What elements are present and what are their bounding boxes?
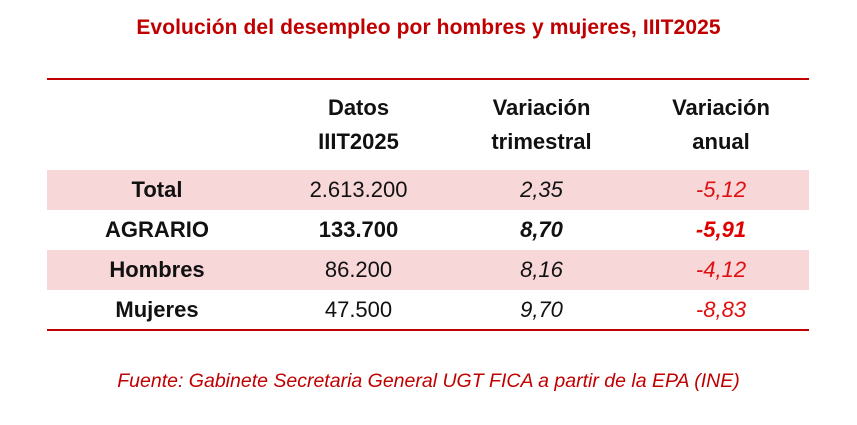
row-trimestral: 8,16: [520, 257, 563, 282]
table-header-row: Datos IIIT2025 Variación trimestral Vari…: [47, 79, 809, 170]
header-anual-line2: anual: [692, 129, 750, 154]
row-anual: -5,91: [695, 217, 747, 242]
row-datos: 86.200: [324, 257, 393, 282]
row-datos: 2.613.200: [309, 177, 408, 202]
row-datos: 47.500: [324, 296, 393, 322]
header-datos: Datos IIIT2025: [267, 79, 450, 170]
row-trimestral: 9,70: [520, 296, 563, 322]
header-variacion-trimestral: Variación trimestral: [450, 79, 633, 170]
header-datos-line2: IIIT2025: [318, 129, 399, 154]
row-trimestral: 8,70: [520, 217, 563, 242]
table-row-mujeres: Mujeres 47.500 9,70 -8,83: [47, 290, 809, 330]
unemployment-table: Datos IIIT2025 Variación trimestral Vari…: [47, 78, 809, 331]
header-empty: [47, 79, 267, 170]
page-title: Evolución del desempleo por hombres y mu…: [136, 16, 721, 39]
header-trimestral-line1: Variación: [492, 95, 591, 120]
table-row-total: Total 2.613.200 2,35 -5,12: [47, 170, 809, 210]
source-note: Fuente: Gabinete Secretaria General UGT …: [117, 370, 740, 392]
header-datos-line1: Datos: [327, 95, 390, 120]
header-anual-line1: Variación: [672, 95, 770, 120]
row-anual: -5,12: [695, 177, 747, 202]
row-datos: 133.700: [318, 217, 399, 242]
row-label: Total: [131, 177, 183, 202]
header-trimestral-line2: trimestral: [491, 129, 592, 154]
row-label: AGRARIO: [105, 217, 209, 242]
header-variacion-anual: Variación anual: [633, 79, 809, 170]
row-label: Mujeres: [115, 296, 199, 322]
table-row-hombres: Hombres 86.200 8,16 -4,12: [47, 250, 809, 290]
row-anual: -4,12: [695, 257, 747, 282]
row-anual: -8,83: [695, 296, 747, 322]
row-trimestral: 2,35: [520, 177, 563, 202]
table-row-agrario: AGRARIO 133.700 8,70 -5,91: [47, 210, 809, 250]
row-label: Hombres: [109, 257, 205, 282]
